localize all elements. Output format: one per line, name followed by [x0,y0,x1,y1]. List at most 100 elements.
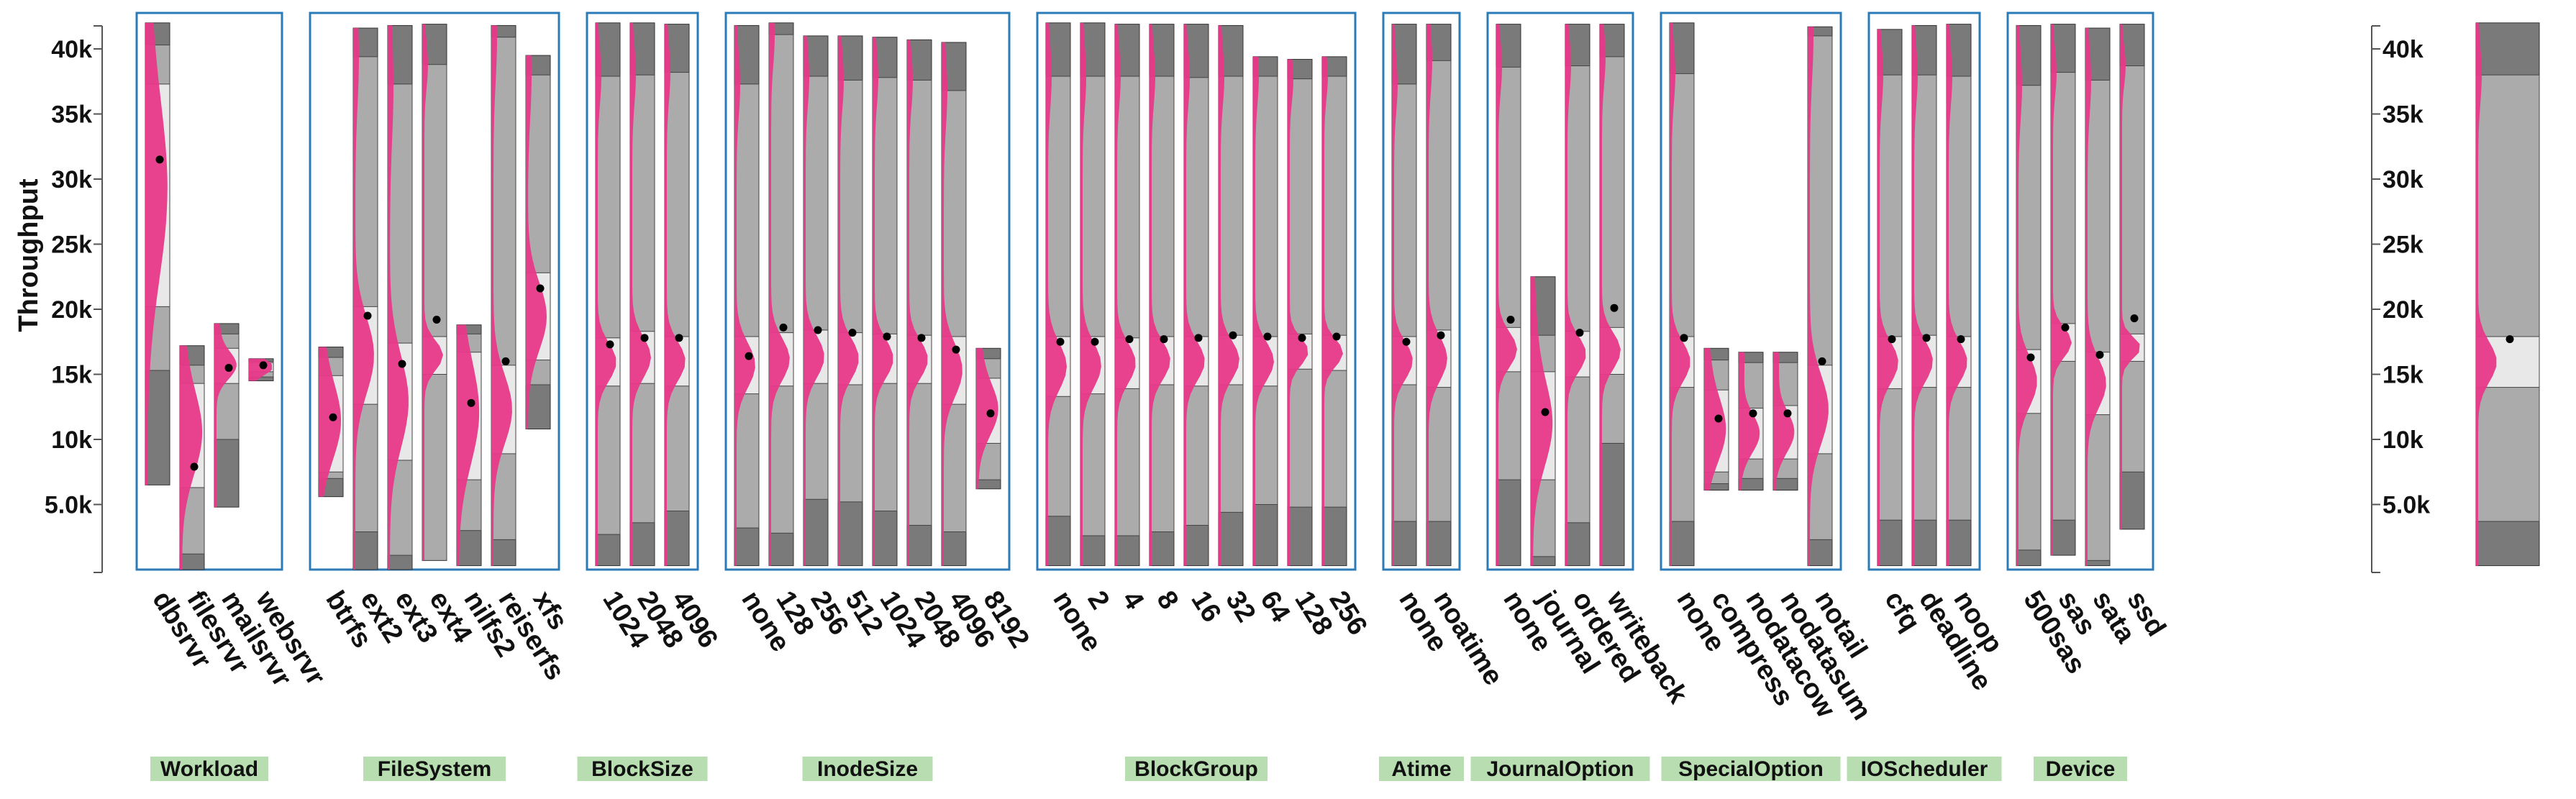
distribution-shape [1496,24,1517,566]
mean-point [1680,334,1688,342]
box-p10-p90 [1946,76,1972,521]
mean-point [1783,409,1792,418]
distribution-shape [1912,25,1933,566]
distribution-shape [1947,24,1967,566]
group-label: Device [2046,757,2116,781]
y-tick-label: 25k [51,232,92,259]
distribution-shape [422,24,443,561]
distribution-shape [1426,24,1447,566]
right-y-axis: 5.0k 10k 15k 20k 25k 30k 35k 40k [2371,25,2430,573]
mean-point [2506,335,2514,344]
group-frame [724,12,1011,571]
box-p10-p90 [872,77,898,512]
box-specialoption-none [1669,22,1695,567]
box-blocksize-1024 [595,22,621,567]
group-specialoption: nonecompressnodatacownodatasumnotailSpec… [1660,12,1877,781]
box-p10-p90 [941,90,967,533]
y-tick-label: 25k [2382,232,2423,259]
y-tick-label: 35k [2382,101,2423,129]
overall-distribution [2475,22,2540,567]
distribution-shape [1184,24,1205,566]
distribution-shape [1392,24,1413,566]
mean-point [814,326,822,334]
distribution-shape [1773,352,1795,490]
box-p10-p90 [2119,65,2145,472]
box-p10-p90 [734,83,760,529]
category-label: 8 [1150,586,1184,615]
distribution-shape [2085,28,2106,566]
group-label: FileSystem [378,757,491,781]
distribution-shape [1808,27,1829,566]
box-workload-dbsrvr [145,22,170,485]
box-inodesize-8192 [975,347,1001,490]
y-tick-label: 15k [2382,362,2423,389]
box-device-ssd [2119,24,2145,530]
box-p10-p90 [1218,76,1244,513]
box-blockgroup-8 [1149,24,1175,567]
box-inodesize-1024 [872,37,898,567]
group-label: JournalOption [1487,757,1634,781]
box-filesystem-ext2 [352,27,378,570]
mean-point [1888,335,1896,344]
mean-point [432,315,441,324]
box-p10-p90 [837,79,863,503]
group-label: BlockGroup [1134,757,1258,781]
box-p10-p90 [1183,77,1209,526]
box-specialoption-compress [1703,347,1729,491]
box-p10-p90 [1426,60,1452,522]
y-tick-label: 30k [51,166,92,193]
mean-point [2095,350,2104,359]
mean-point [1056,337,1065,346]
mean-point [155,155,164,164]
distribution-shape [665,24,686,566]
box-inodesize-512 [837,35,863,567]
y-tick-label: 5.0k [45,492,92,519]
distribution-shape [1600,24,1621,566]
y-tick-label: 30k [2382,166,2423,193]
mean-point [1437,331,1445,339]
distribution-shape [1878,29,1898,566]
group-label: Workload [160,757,258,781]
box-p10-p90 [1321,76,1347,508]
box-journaloption-ordered [1565,24,1590,567]
distribution-shape [145,22,168,485]
group-label-bg [802,757,933,781]
group-label-bg [577,757,708,781]
group-filesystem: btrfsext2ext3ext4nilfs2reiserfsxfsFileSy… [309,12,573,781]
group-label: IOScheduler [1861,757,1988,781]
box-p10-p90 [1565,65,1590,524]
box-blockgroup-32 [1218,24,1244,567]
mean-point [259,361,268,370]
box-inodesize-128 [768,22,794,567]
box-atime-noatime [1426,24,1452,567]
mean-point [1125,335,1134,344]
mean-point [675,334,683,342]
mean-point [2130,314,2139,323]
box-specialoption-notail [1807,26,1833,567]
group-frame [586,12,699,571]
group-frame [1382,12,1461,571]
box-p10-p90 [2016,85,2042,551]
y-tick-label: 10k [51,426,92,454]
category-label: 256 [1323,586,1373,641]
box-inodesize-2048 [906,39,932,567]
mean-point [1541,408,1549,416]
category-label: 32 [1219,586,1261,628]
box-inodesize-256 [803,35,829,567]
group-label: Atime [1391,757,1451,781]
mean-point [398,360,406,368]
distribution-shape [2120,24,2140,529]
distribution-shape [491,25,512,566]
mean-point [1091,337,1099,346]
box-inodesize-4096 [941,42,967,567]
box-p10-p90 [1496,66,1521,480]
box-filesystem-ext3 [387,24,413,570]
box-filesystem-btrfs [318,346,344,498]
distribution-shape [1080,22,1101,566]
distribution-shape [1322,56,1343,566]
